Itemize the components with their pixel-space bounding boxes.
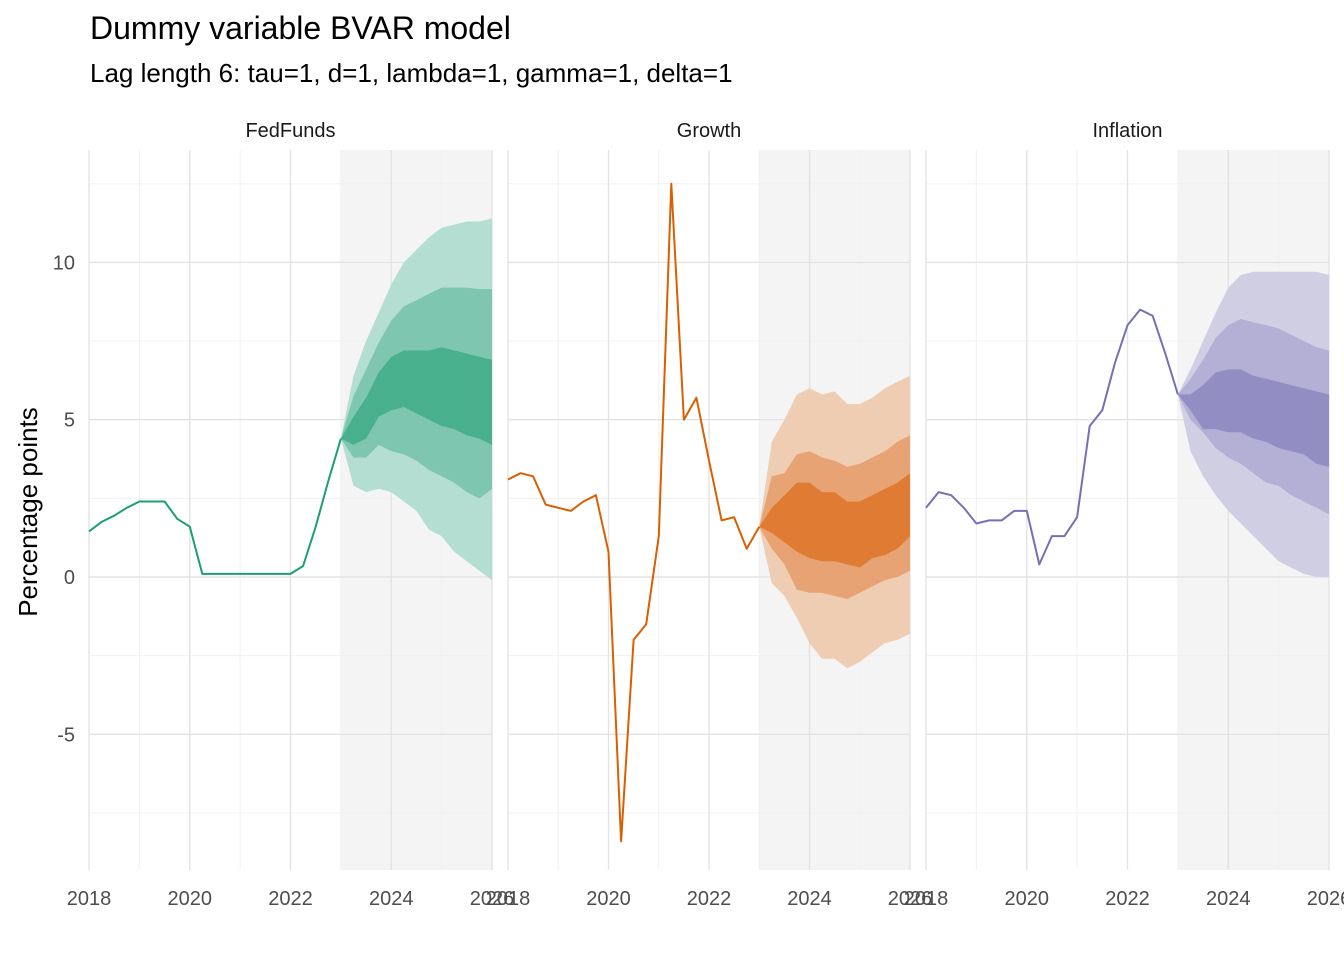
x-tick-label: 2024 — [369, 888, 414, 910]
y-tick-label: 10 — [53, 252, 75, 274]
history-line-inflation — [925, 308, 1179, 566]
x-tick-label: 2018 — [486, 888, 531, 910]
facet-label-growth: Growth — [677, 120, 741, 142]
history-line-growth — [507, 182, 761, 843]
x-tick-label: 2018 — [904, 888, 949, 910]
x-tick-label: 2022 — [687, 888, 732, 910]
facet-label-inflation: Inflation — [1092, 120, 1162, 142]
x-tick-label: 2024 — [787, 888, 832, 910]
forecast-band-growth-3 — [759, 473, 910, 568]
x-tick-label: 2022 — [268, 888, 313, 910]
y-tick-label: 5 — [64, 410, 75, 432]
x-tick-label: 2018 — [67, 888, 112, 910]
y-tick-label: -5 — [57, 724, 75, 746]
forecast-band-inflation-3 — [1177, 369, 1329, 467]
facet-label-fedfunds: FedFunds — [245, 120, 335, 142]
x-tick-label: 2020 — [1005, 888, 1050, 910]
forecast-band-fedfunds-3 — [340, 347, 492, 445]
x-tick-label: 2026 — [888, 888, 933, 910]
x-tick-label: 2026 — [470, 888, 515, 910]
x-tick-label: 2020 — [586, 888, 631, 910]
x-tick-label: 2024 — [1206, 888, 1251, 910]
x-tick-label: 2026 — [1307, 888, 1344, 910]
chart-subtitle: Lag length 6: tau=1, d=1, lambda=1, gamm… — [90, 58, 733, 88]
chart-title: Dummy variable BVAR model — [90, 10, 511, 46]
x-tick-label: 2022 — [1105, 888, 1150, 910]
x-tick-label: 2020 — [168, 888, 213, 910]
y-tick-label: 0 — [64, 567, 75, 589]
history-line-fedfunds — [88, 438, 342, 575]
y-axis-label: Percentage points — [13, 407, 43, 617]
